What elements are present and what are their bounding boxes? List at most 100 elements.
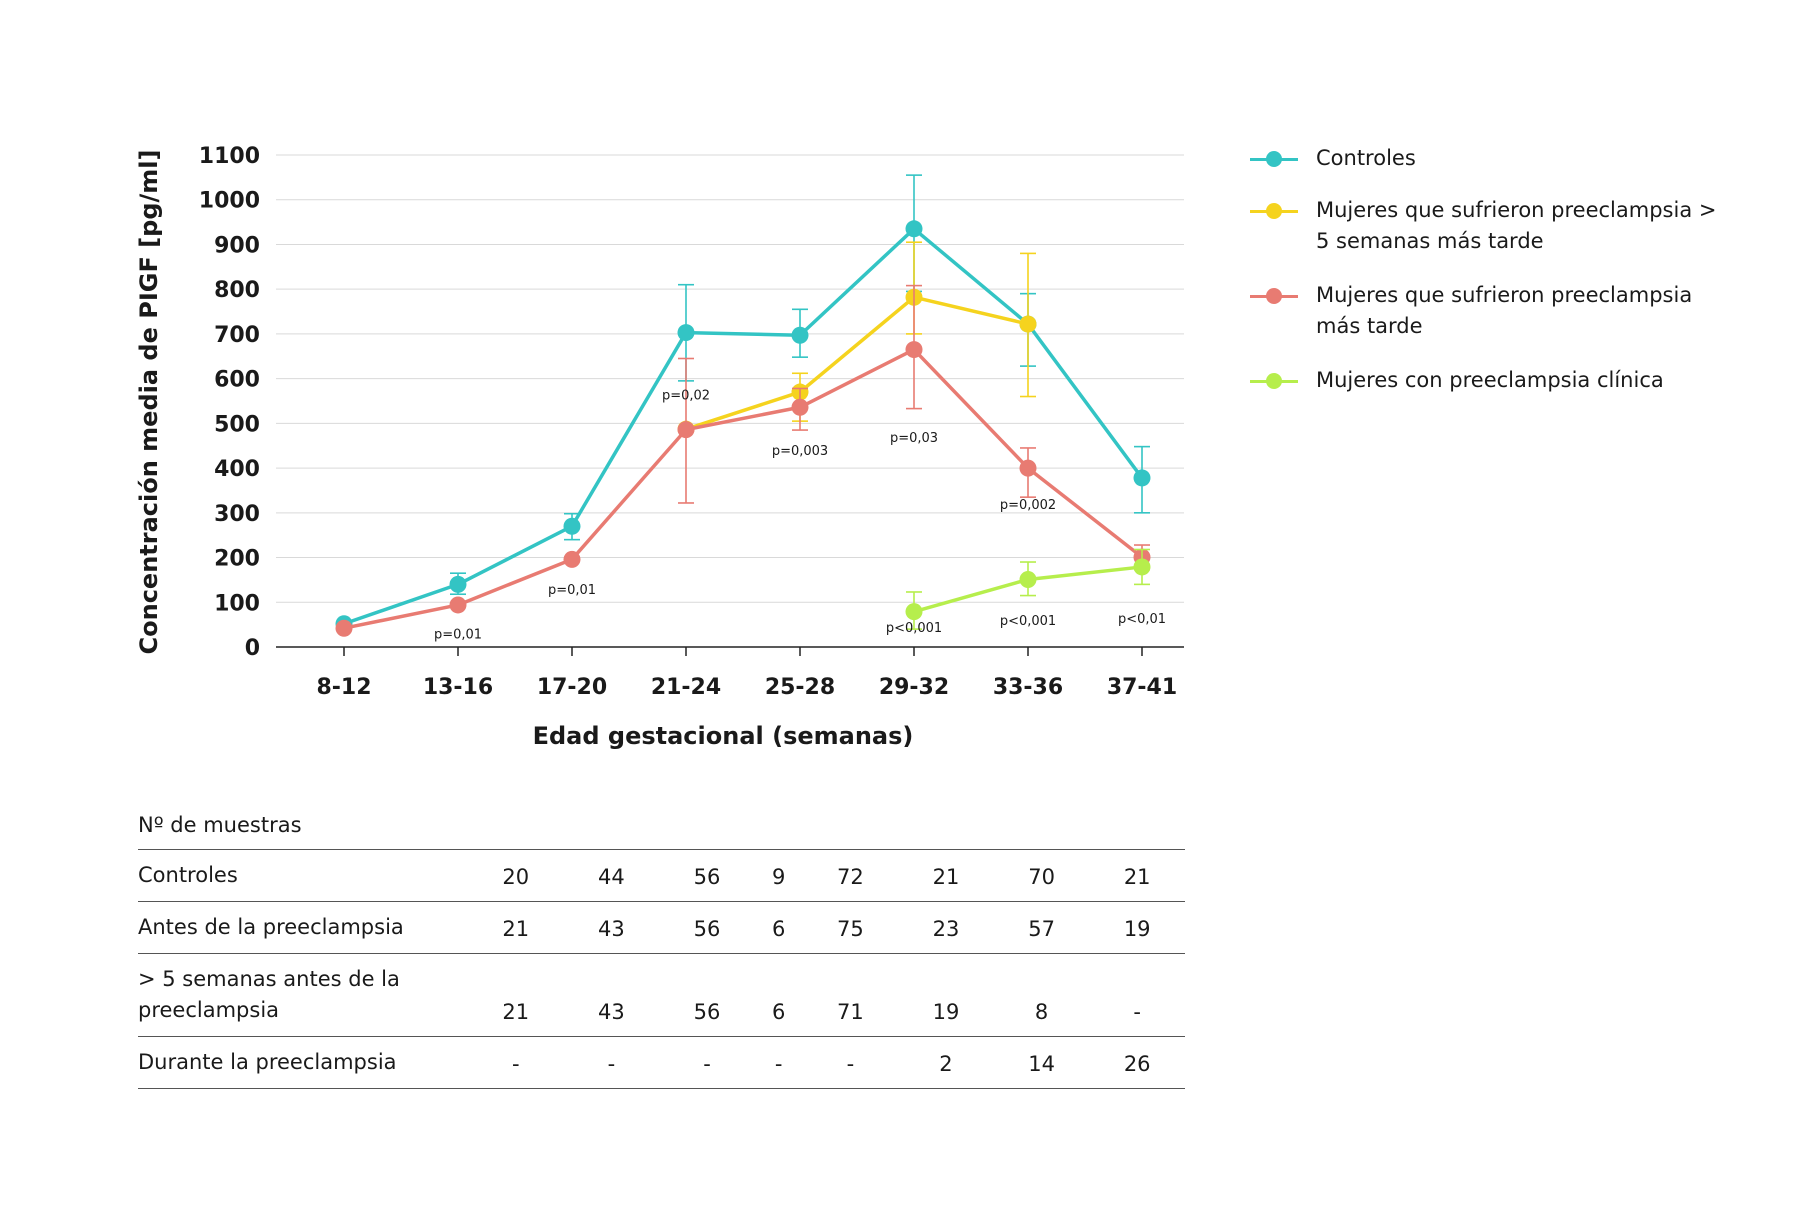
- cell-value: 72: [837, 865, 864, 889]
- data-point: [449, 596, 467, 614]
- cell-value: 20: [502, 865, 530, 889]
- x-tick-label: 8-12: [316, 675, 371, 700]
- series-line: [685, 295, 1029, 431]
- cell-value: 21: [502, 917, 530, 941]
- table-title: Nº de muestras: [138, 813, 302, 837]
- cell-value: 21: [1123, 865, 1151, 889]
- cell-value: 43: [598, 917, 625, 941]
- table-row: Antes de la preeclampsia 21 43 56 6 75 23 57 19: [138, 901, 1185, 954]
- y-tick-label: 500: [214, 412, 260, 437]
- legend-label: Controles: [1316, 146, 1416, 170]
- legend-item-preeclampsia-5-semanas: Mujeres que sufrieron preeclampsia > 5 s…: [1250, 195, 1736, 257]
- cell-value: 56: [693, 1000, 721, 1024]
- y-tick-label: 900: [214, 233, 260, 258]
- series-3: [905, 548, 1151, 630]
- data-point: [677, 421, 695, 439]
- p-value-label: p<0,01: [1118, 612, 1166, 627]
- cell-value: 23: [932, 917, 960, 941]
- legend-item-preeclampsia-mas-tarde: Mujeres que sufrieron preeclampsia más t…: [1250, 280, 1736, 342]
- x-tick-label: 25-28: [765, 675, 835, 700]
- y-tick-label: 700: [214, 323, 260, 348]
- series: [335, 174, 1151, 637]
- cell-value: -: [607, 1052, 616, 1076]
- y-tick-label: 100: [214, 591, 260, 616]
- data-point: [1133, 469, 1151, 487]
- cell-value: -: [512, 1052, 520, 1076]
- y-tick-label: 400: [214, 457, 260, 482]
- row-label: Durante la preeclampsia: [138, 1050, 397, 1074]
- p-value-label: p=0,01: [434, 628, 482, 643]
- y-tick-label: 300: [214, 502, 260, 527]
- data-point: [905, 220, 923, 238]
- cell-value: 6: [772, 1000, 786, 1024]
- y-axis-title: Concentración media de PIGF [pg/ml]: [135, 150, 163, 655]
- series-line: [343, 227, 1144, 626]
- data-point: [1133, 558, 1151, 576]
- table-row: Durante la preeclampsia - - - - - 2 14 26: [138, 1036, 1185, 1089]
- data-point: [1019, 315, 1037, 333]
- table-row: > 5 semanas antes de la preeclampsia 21 43…: [138, 953, 1185, 1037]
- cell-value: -: [1133, 1000, 1141, 1024]
- legend: Controles Mujeres que sufrieron preeclam…: [1250, 143, 1770, 396]
- p-value-label: p=0,002: [1000, 498, 1056, 513]
- data-point: [335, 619, 353, 637]
- x-axis-title: Edad gestacional (semanas): [533, 722, 914, 750]
- y-tick-label: 1100: [199, 144, 260, 169]
- legend-label: Mujeres que sufrieron preeclampsia más t…: [1316, 283, 1693, 338]
- cell-value: 21: [502, 1000, 530, 1024]
- y-tick-label: 800: [214, 278, 260, 303]
- row-label: Controles: [138, 863, 238, 887]
- p-value-label: p=0,03: [890, 431, 938, 446]
- data-point: [905, 603, 923, 621]
- x-tick-label: 17-20: [537, 675, 607, 700]
- data-point: [1019, 459, 1037, 477]
- cell-value: 26: [1123, 1052, 1151, 1076]
- y-tick-label: 200: [214, 547, 260, 572]
- annotations: p=0,01 p=0,01 p=0,02 p=0,003 p=0,03 p=0,002 p<…: [434, 388, 1166, 642]
- y-tick-label: 0: [245, 636, 260, 661]
- samples-table-section: Nº de muestras Controles 20 44 56 9 72 21 70 21 A…: [138, 809, 1185, 1089]
- data-point: [791, 398, 809, 416]
- p-value-label: p=0,02: [662, 388, 710, 403]
- legend-swatch-controles: [1250, 151, 1298, 167]
- data-point: [905, 341, 923, 359]
- cell-value: 6: [772, 917, 786, 941]
- cell-value: 56: [693, 917, 721, 941]
- data-point: [563, 517, 581, 535]
- x-tick-label: 21-24: [651, 675, 721, 700]
- p-value-label: p<0,001: [1000, 614, 1056, 629]
- cell-value: 2: [939, 1052, 953, 1076]
- cell-value: 14: [1028, 1052, 1055, 1076]
- cell-value: 19: [1123, 917, 1151, 941]
- cell-value: 57: [1028, 917, 1055, 941]
- x-tick-label: 29-32: [879, 675, 949, 700]
- x-tick-label: 33-36: [993, 675, 1063, 700]
- y-tick-label: 600: [214, 368, 260, 393]
- legend-swatch-preeclampsia-5-semanas: [1250, 203, 1298, 219]
- cell-value: 43: [598, 1000, 625, 1024]
- cell-value: 71: [837, 1000, 864, 1024]
- cell-value: 56: [693, 865, 721, 889]
- data-point: [1019, 570, 1037, 588]
- x-tick-label: 37-41: [1107, 675, 1177, 700]
- p-value-label: p=0,01: [548, 583, 596, 598]
- series-1: [677, 241, 1037, 438]
- legend-label: Mujeres con preeclampsia clínica: [1316, 368, 1664, 392]
- series-line: [343, 347, 1144, 630]
- cell-value: 8: [1034, 1000, 1049, 1024]
- row-label: Antes de la preeclampsia: [138, 915, 404, 939]
- row-label: > 5 semanas antes de la preeclampsia: [138, 967, 400, 1022]
- p-value-label: p<0,001: [886, 621, 942, 636]
- y-tick-label: 1000: [199, 189, 260, 214]
- cell-value: 9: [772, 865, 786, 889]
- legend-item-preeclampsia-clinica: Mujeres con preeclampsia clínica: [1250, 365, 1770, 396]
- axes: 0 100 200 300 400 500 600 700 800 900 1000 1100 8-12…: [199, 144, 1184, 700]
- legend-label: Mujeres que sufrieron preeclampsia > 5 s…: [1316, 198, 1717, 253]
- data-point: [791, 326, 809, 344]
- cell-value: 44: [598, 865, 625, 889]
- p-value-label: p=0,003: [772, 444, 828, 459]
- samples-table: Controles 20 44 56 9 72 21 70 21 Antes de la pree…: [138, 849, 1185, 1089]
- legend-item-controles: Controles: [1250, 143, 1770, 174]
- data-point: [677, 324, 695, 342]
